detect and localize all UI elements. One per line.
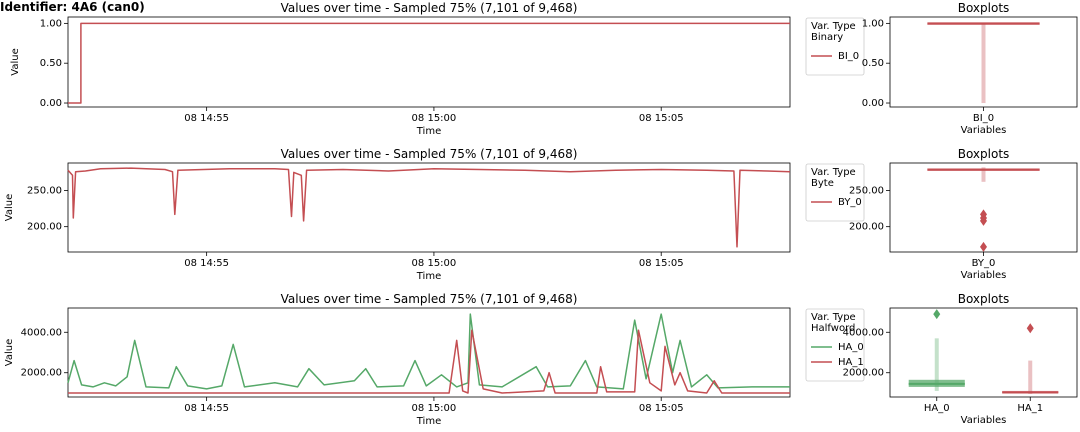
boxplot-title: Boxplots bbox=[958, 1, 1010, 15]
legend-box bbox=[805, 17, 865, 76]
legend-title: Var. Type bbox=[811, 21, 856, 32]
series-line-HA_1 bbox=[68, 329, 790, 394]
y-axis-label: Value bbox=[10, 48, 21, 75]
boxplot-outlier bbox=[980, 241, 987, 252]
plot-title: Values over time - Sampled 75% (7,101 of… bbox=[281, 1, 578, 15]
subplot-2: Values over time - Sampled 75% (7,101 of… bbox=[4, 147, 1078, 282]
legend-title: Halfword bbox=[811, 323, 855, 334]
x-axis-label: Time bbox=[416, 126, 441, 137]
boxplot-title: Boxplots bbox=[958, 147, 1010, 161]
x-tick-label: 08 15:00 bbox=[412, 403, 457, 414]
boxplot-tail bbox=[981, 23, 986, 104]
x-tick-label: 08 15:00 bbox=[412, 258, 457, 269]
boxplot-x-axis-label: Variables bbox=[961, 270, 1007, 281]
legend-label: BY_0 bbox=[838, 197, 862, 208]
y-tick-label: 0.50 bbox=[40, 58, 62, 69]
y-axis-label: Value bbox=[4, 339, 15, 366]
figure-title: Identifier: 4A6 (can0) bbox=[0, 0, 145, 14]
boxplot-outlier bbox=[933, 309, 941, 320]
y-tick-label: 4000.00 bbox=[21, 327, 62, 338]
legend-title: Binary bbox=[811, 32, 843, 43]
legend-label: HA_0 bbox=[838, 342, 864, 353]
y-tick-label: 200.00 bbox=[27, 222, 62, 233]
x-tick-label: 08 15:05 bbox=[639, 258, 684, 269]
boxplot-tail bbox=[934, 338, 939, 391]
y-tick-label: 250.00 bbox=[27, 185, 62, 196]
x-axis-label: Time bbox=[416, 271, 441, 282]
boxplot-x-axis-label: Variables bbox=[961, 415, 1007, 426]
series-line-BY_0 bbox=[67, 167, 791, 248]
plot-frame bbox=[67, 307, 791, 398]
plot-frame bbox=[67, 16, 791, 108]
legend-label: BI_0 bbox=[838, 51, 859, 62]
x-tick-label: 08 14:55 bbox=[184, 113, 229, 124]
boxplot-y-tick-label: 2000.00 bbox=[843, 368, 884, 379]
boxplot-tail bbox=[1028, 360, 1033, 394]
y-tick-label: 1.00 bbox=[40, 18, 62, 29]
boxplot-frame bbox=[889, 307, 1078, 398]
legend-box bbox=[805, 163, 865, 222]
plot-title: Values over time - Sampled 75% (7,101 of… bbox=[281, 292, 578, 306]
boxplot-x-tick-label: BI_0 bbox=[973, 113, 994, 124]
boxplot-tail bbox=[981, 167, 986, 182]
boxplot-title: Boxplots bbox=[958, 292, 1010, 306]
x-tick-label: 08 15:05 bbox=[639, 403, 684, 414]
plot-title: Values over time - Sampled 75% (7,101 of… bbox=[281, 147, 578, 161]
x-tick-label: 08 15:00 bbox=[412, 113, 457, 124]
series-line-BI_0 bbox=[68, 22, 790, 104]
legend-title: Var. Type bbox=[811, 167, 856, 178]
y-tick-label: 0.00 bbox=[40, 98, 62, 109]
x-tick-label: 08 14:55 bbox=[184, 403, 229, 414]
series-line-HA_0 bbox=[67, 313, 790, 390]
subplot-3: Values over time - Sampled 75% (7,101 of… bbox=[4, 292, 1078, 427]
boxplot-outlier bbox=[1026, 323, 1034, 334]
y-tick-label: 2000.00 bbox=[21, 368, 62, 379]
plot-frame bbox=[67, 162, 791, 253]
x-axis-label: Time bbox=[416, 416, 441, 427]
boxplot-y-tick-label: 1.00 bbox=[862, 18, 884, 29]
boxplot-x-axis-label: Variables bbox=[961, 125, 1007, 136]
boxplot-x-tick-label: BY_0 bbox=[972, 258, 996, 269]
boxplot-y-tick-label: 0.00 bbox=[862, 98, 884, 109]
x-tick-label: 08 15:05 bbox=[639, 113, 684, 124]
x-tick-label: 08 14:55 bbox=[184, 258, 229, 269]
boxplot-y-tick-label: 4000.00 bbox=[843, 327, 884, 338]
legend-title: Byte bbox=[811, 178, 834, 189]
legend-title: Var. Type bbox=[811, 312, 856, 323]
legend-label: HA_1 bbox=[838, 357, 864, 368]
boxplot-outlier bbox=[980, 215, 987, 226]
boxplot-x-tick-label: HA_0 bbox=[924, 403, 950, 414]
subplot-1: Values over time - Sampled 75% (7,101 of… bbox=[10, 1, 1078, 137]
boxplot-y-tick-label: 200.00 bbox=[849, 222, 884, 233]
boxplot-y-tick-label: 0.50 bbox=[862, 58, 884, 69]
boxplot-x-tick-label: HA_1 bbox=[1017, 403, 1043, 414]
legend-box bbox=[805, 308, 865, 382]
y-axis-label: Value bbox=[4, 194, 15, 221]
boxplot-y-tick-label: 250.00 bbox=[849, 185, 884, 196]
